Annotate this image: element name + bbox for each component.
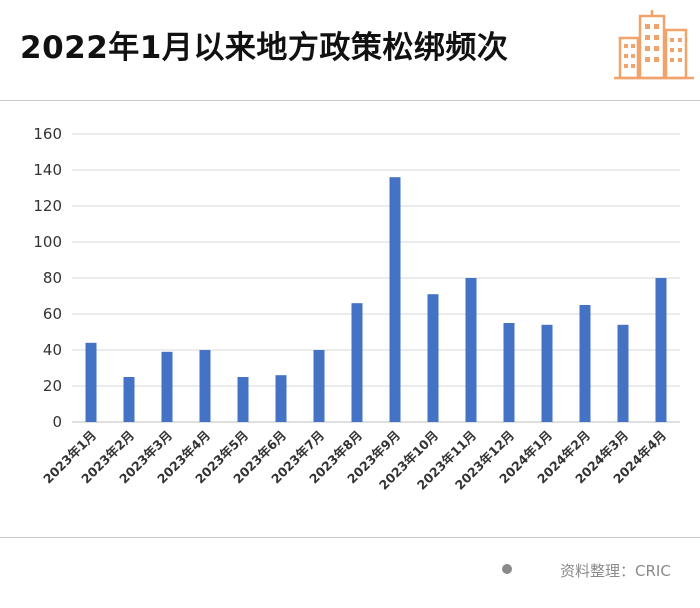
y-tick-label: 60 bbox=[43, 305, 62, 323]
bar bbox=[237, 377, 249, 422]
source-note: 资料整理：CRIC bbox=[560, 562, 671, 580]
bar bbox=[503, 323, 515, 422]
y-tick-label: 120 bbox=[33, 197, 62, 215]
bar bbox=[541, 324, 553, 422]
header-divider bbox=[0, 100, 700, 101]
x-axis-ticks: 2023年1月2023年2月2023年3月2023年4月2023年5月2023年… bbox=[40, 428, 669, 493]
footer-divider bbox=[0, 537, 700, 538]
y-tick-label: 40 bbox=[43, 341, 62, 359]
bar-chart: 0 20 40 60 80 100 120 140 160 2023年1月2023年2月2023… bbox=[33, 125, 680, 493]
grid-lines bbox=[72, 133, 680, 423]
y-tick-label: 160 bbox=[33, 125, 62, 143]
y-axis-ticks: 0 20 40 60 80 100 120 140 160 bbox=[33, 125, 62, 431]
bar bbox=[389, 177, 401, 422]
bullet-dot bbox=[502, 564, 512, 574]
bar bbox=[579, 305, 591, 422]
chart-title: 2022年1月以来地方政策松绑频次 bbox=[20, 30, 509, 66]
bar bbox=[655, 278, 667, 422]
y-tick-label: 100 bbox=[33, 233, 62, 251]
bars bbox=[85, 177, 667, 422]
y-tick-label: 140 bbox=[33, 161, 62, 179]
bar bbox=[199, 350, 211, 422]
bar bbox=[161, 351, 173, 422]
bar bbox=[85, 342, 97, 422]
bar bbox=[275, 375, 287, 422]
bar bbox=[313, 350, 325, 422]
y-tick-label: 20 bbox=[43, 377, 62, 395]
y-tick-label: 0 bbox=[52, 413, 62, 431]
bar bbox=[123, 377, 135, 422]
bar bbox=[617, 324, 629, 422]
bar bbox=[427, 294, 439, 422]
y-tick-label: 80 bbox=[43, 269, 62, 287]
city-buildings-icon bbox=[614, 10, 694, 80]
bar bbox=[351, 303, 363, 422]
bar bbox=[465, 278, 477, 422]
